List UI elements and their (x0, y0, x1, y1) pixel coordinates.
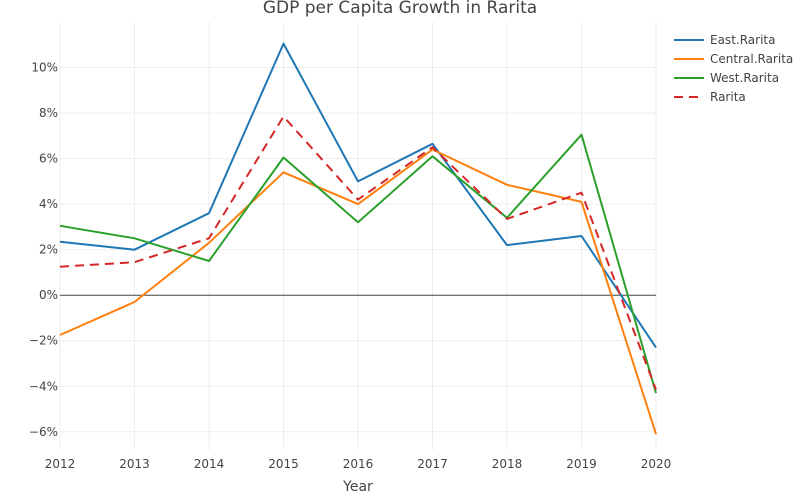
y-tick-label: 10% (31, 61, 58, 75)
gridlines (59, 22, 657, 450)
legend-label: Central.Rarita (710, 52, 793, 66)
series-line-rarita[interactable] (59, 115, 657, 391)
legend-item[interactable]: West.Rarita (674, 71, 779, 85)
y-tick-label: −6% (29, 425, 58, 439)
legend[interactable]: East.Rarita Central.Rarita West.Rarita Rari… (674, 33, 793, 104)
y-axis-ticks: −6% −4% −2% 0% 2% 4% 6% 8% 10% (29, 61, 58, 439)
series-lines (59, 42, 657, 435)
y-tick-label: 4% (39, 197, 58, 211)
y-tick-label: 6% (39, 152, 58, 166)
y-tick-label: 0% (39, 288, 58, 302)
x-tick-label: 2012 (45, 457, 76, 471)
y-tick-label: 8% (39, 106, 58, 120)
x-tick-label: 2014 (194, 457, 225, 471)
y-tick-label: −4% (29, 379, 58, 393)
y-tick-label: 2% (39, 243, 58, 257)
x-tick-label: 2020 (641, 457, 672, 471)
x-tick-label: 2019 (566, 457, 597, 471)
x-tick-label: 2017 (417, 457, 448, 471)
x-tick-label: 2015 (268, 457, 299, 471)
legend-item[interactable]: Rarita (674, 90, 746, 104)
legend-label: East.Rarita (710, 33, 775, 47)
series-line-east-rarita[interactable] (59, 42, 657, 349)
legend-item[interactable]: East.Rarita (674, 33, 775, 47)
legend-label: West.Rarita (710, 71, 779, 85)
x-axis-label: Year (342, 479, 373, 494)
y-tick-label: −2% (29, 334, 58, 348)
series-line-central-rarita[interactable] (59, 148, 657, 435)
legend-item[interactable]: Central.Rarita (674, 52, 793, 66)
x-axis-ticks: 2012 2013 2014 2015 2016 2017 2018 2019 2020 (45, 457, 672, 471)
series-line-west-rarita[interactable] (59, 133, 657, 394)
legend-label: Rarita (710, 90, 746, 104)
x-tick-label: 2018 (492, 457, 523, 471)
x-tick-label: 2016 (343, 457, 374, 471)
chart-title: GDP per Capita Growth in Rarita (263, 0, 537, 18)
x-tick-label: 2013 (119, 457, 150, 471)
